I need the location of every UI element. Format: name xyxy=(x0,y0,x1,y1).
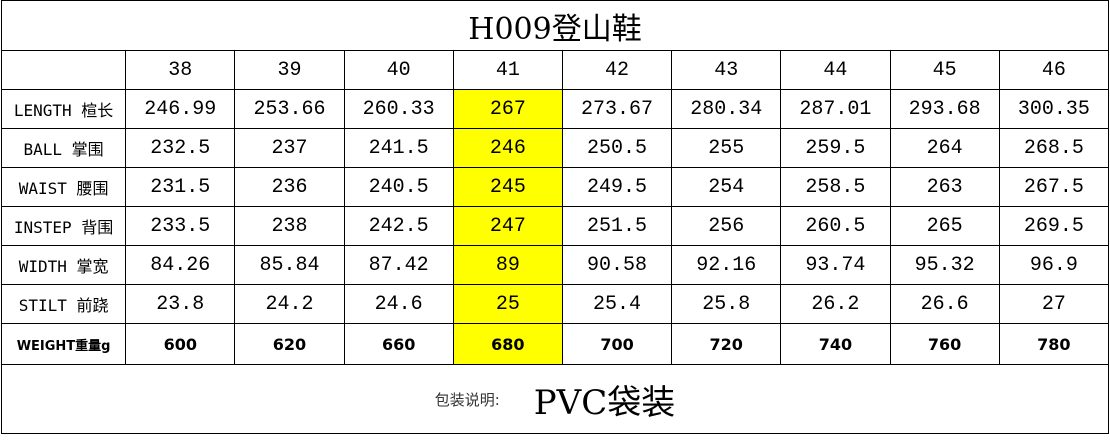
cell: 238 xyxy=(234,206,345,246)
row-label: LENGTH 楦长 xyxy=(0,89,127,129)
size-header: 42 xyxy=(561,50,673,90)
footer-cell: 包装说明: PVC袋装 xyxy=(1,364,1109,434)
cell: 232.5 xyxy=(125,128,236,168)
cell: 23.8 xyxy=(125,284,236,324)
cell: 620 xyxy=(234,323,345,365)
cell: 231.5 xyxy=(125,167,236,207)
cell: 26.2 xyxy=(780,284,891,324)
data-row: STILT 前跷 23.8 24.2 24.6 25 25.4 25.8 26.2 26.6 27 xyxy=(0,284,1110,324)
header-row: 38 39 40 41 42 43 44 45 46 xyxy=(0,50,1110,90)
cell: 249.5 xyxy=(561,167,673,207)
cell: 84.26 xyxy=(125,245,236,285)
cell: 258.5 xyxy=(780,167,891,207)
cell: 26.6 xyxy=(889,284,1000,324)
cell: 89 xyxy=(452,245,563,285)
cell: 600 xyxy=(125,323,236,365)
size-header: 45 xyxy=(889,50,1000,90)
cell: 267 xyxy=(452,89,563,129)
cell: 25.4 xyxy=(561,284,673,324)
data-row: BALL 掌围 232.5 237 241.5 246 250.5 255 259.5 264 2… xyxy=(0,128,1110,168)
size-header: 41 xyxy=(452,50,563,90)
cell: 250.5 xyxy=(561,128,673,168)
cell: 246.99 xyxy=(125,89,236,129)
cell: 660 xyxy=(343,323,454,365)
title-row: H009登山鞋 xyxy=(1,0,1109,51)
cell: 293.68 xyxy=(889,89,1000,129)
cell: 242.5 xyxy=(343,206,454,246)
cell: 280.34 xyxy=(671,89,782,129)
cell: 680 xyxy=(452,323,563,365)
cell: 700 xyxy=(561,323,673,365)
cell: 260.33 xyxy=(343,89,454,129)
cell: 255 xyxy=(671,128,782,168)
cell: 253.66 xyxy=(234,89,345,129)
title: H009登山鞋 xyxy=(1,0,1109,51)
cell: 25.8 xyxy=(671,284,782,324)
cell: 95.32 xyxy=(889,245,1000,285)
cell: 260.5 xyxy=(780,206,891,246)
row-label: WAIST 腰围 xyxy=(0,167,127,207)
cell: 25 xyxy=(452,284,563,324)
cell: 263 xyxy=(889,167,1000,207)
data-row: WEIGHT重量g 600 620 660 680 700 720 740 760 780 xyxy=(0,323,1110,365)
row-label: INSTEP 背围 xyxy=(0,206,127,246)
size-header: 43 xyxy=(671,50,782,90)
cell: 237 xyxy=(234,128,345,168)
footer-label: 包装说明: xyxy=(434,390,500,409)
corner-cell xyxy=(0,50,127,90)
cell: 90.58 xyxy=(561,245,673,285)
row-label: WEIGHT重量g xyxy=(0,323,127,365)
row-label: BALL 掌围 xyxy=(0,128,127,168)
cell: 246 xyxy=(452,128,563,168)
cell: 287.01 xyxy=(780,89,891,129)
cell: 259.5 xyxy=(780,128,891,168)
data-row: LENGTH 楦长 246.99 253.66 260.33 267 273.67 280.… xyxy=(0,89,1110,129)
row-label: WIDTH 掌宽 xyxy=(0,245,127,285)
size-header: 38 xyxy=(125,50,236,90)
cell: 27 xyxy=(998,284,1110,324)
cell: 87.42 xyxy=(343,245,454,285)
cell: 247 xyxy=(452,206,563,246)
cell: 265 xyxy=(889,206,1000,246)
cell: 241.5 xyxy=(343,128,454,168)
cell: 300.35 xyxy=(998,89,1110,129)
size-header: 44 xyxy=(780,50,891,90)
cell: 264 xyxy=(889,128,1000,168)
size-header: 40 xyxy=(343,50,454,90)
cell: 236 xyxy=(234,167,345,207)
cell: 85.84 xyxy=(234,245,345,285)
data-row: WIDTH 掌宽 84.26 85.84 87.42 89 90.58 92.16 93.74… xyxy=(0,245,1110,285)
cell: 720 xyxy=(671,323,782,365)
row-label: STILT 前跷 xyxy=(0,284,127,324)
cell: 233.5 xyxy=(125,206,236,246)
size-header: 39 xyxy=(234,50,345,90)
data-row: INSTEP 背围 233.5 238 242.5 247 251.5 256 260.5 26… xyxy=(0,206,1110,246)
data-row: WAIST 腰围 231.5 236 240.5 245 249.5 254 258.5 263… xyxy=(0,167,1110,207)
cell: 24.2 xyxy=(234,284,345,324)
cell: 780 xyxy=(998,323,1110,365)
cell: 256 xyxy=(671,206,782,246)
cell: 273.67 xyxy=(561,89,673,129)
cell: 92.16 xyxy=(671,245,782,285)
cell: 267.5 xyxy=(998,167,1110,207)
cell: 245 xyxy=(452,167,563,207)
cell: 760 xyxy=(889,323,1000,365)
cell: 24.6 xyxy=(343,284,454,324)
cell: 251.5 xyxy=(561,206,673,246)
cell: 268.5 xyxy=(998,128,1110,168)
footer-row: 包装说明: PVC袋装 xyxy=(1,364,1109,434)
cell: 254 xyxy=(671,167,782,207)
footer-value: PVC袋装 xyxy=(533,382,676,423)
cell: 740 xyxy=(780,323,891,365)
size-header: 46 xyxy=(998,50,1110,90)
cell: 240.5 xyxy=(343,167,454,207)
cell: 93.74 xyxy=(780,245,891,285)
cell: 96.9 xyxy=(998,245,1110,285)
cell: 269.5 xyxy=(998,206,1110,246)
